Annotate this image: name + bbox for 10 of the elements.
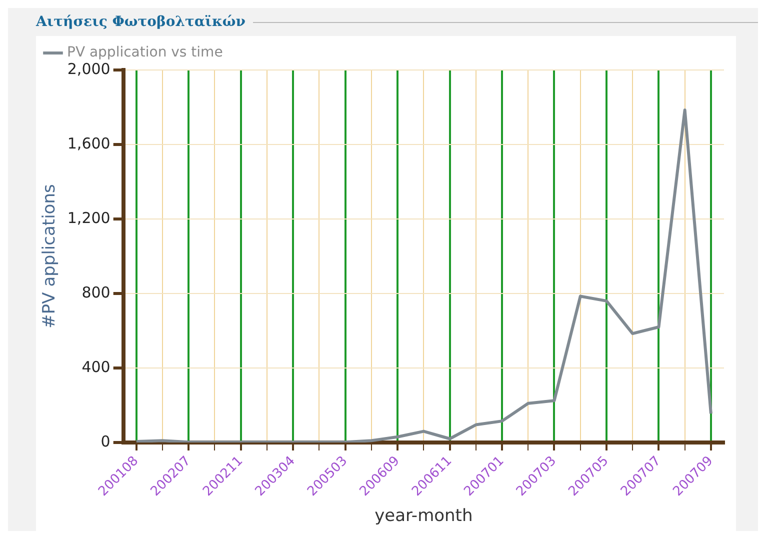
legend-label: PV application vs time — [67, 44, 223, 61]
y-axis-title: #PV applications — [40, 184, 60, 328]
y-tick-label: 0 — [100, 432, 110, 450]
chart-title: Αιτήσεις Φωτοβολταϊκών — [36, 14, 246, 30]
y-tick-label: 800 — [82, 283, 110, 302]
y-tick-label: 1,200 — [67, 208, 110, 227]
x-axis-title: year-month — [374, 506, 473, 526]
y-tick-label: 2,000 — [67, 60, 110, 78]
y-tick-label: 400 — [82, 358, 110, 376]
y-tick-label: 1,600 — [67, 134, 110, 152]
